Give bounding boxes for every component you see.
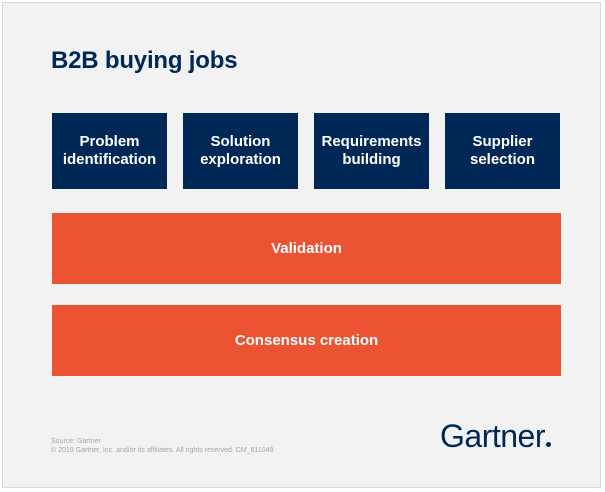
diagram-canvas: B2B buying jobs Problem identification S… (2, 2, 601, 488)
band-consensus-creation: Consensus creation (52, 305, 561, 376)
job-supplier-selection: Supplier selection (445, 113, 560, 189)
copyright-line: © 2019 Gartner, Inc. and/or its affiliat… (51, 447, 274, 454)
job-solution-exploration: Solution exploration (183, 113, 298, 189)
source-note: Source: Gartner © 2019 Gartner, Inc. and… (51, 437, 273, 455)
logo-text: Gartner (440, 418, 545, 454)
gartner-logo: Gartner (440, 418, 551, 455)
diagram-title: B2B buying jobs (51, 47, 238, 74)
job-requirements-building: Requirements building (314, 113, 429, 189)
logo-dot (545, 442, 551, 447)
band-validation: Validation (52, 213, 561, 284)
job-problem-identification: Problem identification (52, 113, 167, 189)
source-line: Source: Gartner (51, 438, 101, 445)
